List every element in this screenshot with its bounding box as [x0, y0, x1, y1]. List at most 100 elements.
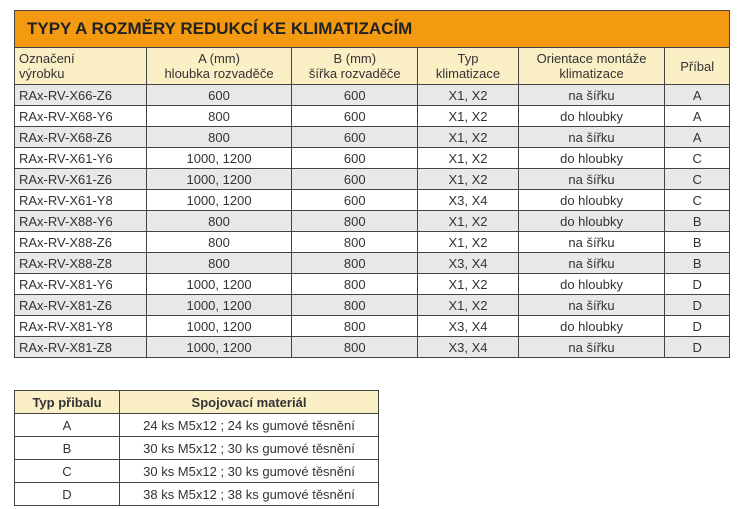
table-cell: na šířku — [517, 294, 666, 316]
column-header: Typ klimatizace — [417, 47, 519, 85]
table-cell: 800 — [145, 252, 293, 274]
table-cell: 600 — [291, 105, 419, 127]
table-row: RAx-RV-X88-Z6 800 800 X1, X2 na šířku B — [14, 231, 730, 253]
column-header-line: Označení — [19, 51, 75, 66]
table-cell: 1000, 1200 — [145, 315, 293, 337]
table-cell: 1000, 1200 — [145, 168, 293, 190]
table-cell: 38 ks M5x12 ; 38 ks gumové těsnění — [119, 482, 379, 506]
table-cell: 800 — [145, 231, 293, 253]
table-cell: 1000, 1200 — [145, 189, 293, 211]
table-cell: 800 — [145, 126, 293, 148]
column-header: Příbal — [664, 47, 730, 85]
table-row: D 38 ks M5x12 ; 38 ks gumové těsnění — [14, 482, 379, 506]
column-header-line: Typ — [457, 51, 479, 66]
table-cell: C — [664, 168, 730, 190]
table-cell: 1000, 1200 — [145, 336, 293, 358]
table-cell: do hloubky — [517, 147, 666, 169]
table-cell: 600 — [291, 84, 419, 106]
table-cell: B — [664, 252, 730, 274]
table-cell: D — [14, 482, 120, 506]
column-header-line: klimatizace — [435, 66, 501, 81]
table-cell: X1, X2 — [417, 84, 519, 106]
table-cell: C — [14, 459, 120, 483]
table-cell: X3, X4 — [417, 315, 519, 337]
column-header: Typ přibalu — [14, 390, 120, 414]
column-header: A (mm) hloubka rozvaděče — [145, 47, 293, 85]
table-cell: X3, X4 — [417, 189, 519, 211]
column-header: Označení výrobku — [14, 47, 147, 85]
table-cell: 800 — [291, 315, 419, 337]
table-cell: B — [664, 231, 730, 253]
table-cell: na šířku — [517, 168, 666, 190]
table-cell: C — [664, 189, 730, 211]
table-row: RAx-RV-X61-Y8 1000, 1200 600 X3, X4 do hloub… — [14, 189, 730, 211]
table-cell: do hloubky — [517, 315, 666, 337]
table-cell: 600 — [291, 168, 419, 190]
table-cell: RAx-RV-X88-Y6 — [14, 210, 147, 232]
table-title: TYPY A ROZMĚRY REDUKCÍ KE KLIMATIZACÍM — [14, 10, 730, 48]
table-cell: RAx-RV-X66-Z6 — [14, 84, 147, 106]
packaging-table: Typ přibalu Spojovací materiál A 24 ks M5x… — [14, 390, 379, 506]
table-cell: RAx-RV-X81-Z6 — [14, 294, 147, 316]
table-row: RAx-RV-X81-Y6 1000, 1200 800 X1, X2 do hloub… — [14, 273, 730, 295]
table-row: B 30 ks M5x12 ; 30 ks gumové těsnění — [14, 436, 379, 460]
table-row: C 30 ks M5x12 ; 30 ks gumové těsnění — [14, 459, 379, 483]
table-row: RAx-RV-X66-Z6 600 600 X1, X2 na šířku A — [14, 84, 730, 106]
table-cell: do hloubky — [517, 189, 666, 211]
table-cell: X3, X4 — [417, 336, 519, 358]
column-header-line: hloubka rozvaděče — [164, 66, 274, 81]
table-cell: X1, X2 — [417, 231, 519, 253]
table-cell: 24 ks M5x12 ; 24 ks gumové těsnění — [119, 413, 379, 437]
table-cell: D — [664, 315, 730, 337]
table-cell: D — [664, 294, 730, 316]
table-row: RAx-RV-X81-Z6 1000, 1200 800 X1, X2 na šířku… — [14, 294, 730, 316]
table-row: RAx-RV-X61-Y6 1000, 1200 600 X1, X2 do hloub… — [14, 147, 730, 169]
table-cell: X1, X2 — [417, 126, 519, 148]
column-header: B (mm) šířka rozvaděče — [291, 47, 419, 85]
table-cell: 1000, 1200 — [145, 147, 293, 169]
table-cell: 800 — [291, 294, 419, 316]
reduction-types-table: TYPY A ROZMĚRY REDUKCÍ KE KLIMATIZACÍM O… — [14, 10, 730, 358]
table-row: RAx-RV-X81-Y8 1000, 1200 800 X3, X4 do hloub… — [14, 315, 730, 337]
column-header-line: A (mm) — [198, 51, 240, 66]
table-cell: RAx-RV-X81-Y8 — [14, 315, 147, 337]
table-cell: 600 — [291, 126, 419, 148]
table-cell: RAx-RV-X68-Z6 — [14, 126, 147, 148]
table-row: RAx-RV-X88-Z8 800 800 X3, X4 na šířku B — [14, 252, 730, 274]
column-header: Orientace montáže klimatizace — [517, 47, 666, 85]
table-cell: RAx-RV-X81-Z8 — [14, 336, 147, 358]
table-row: A 24 ks M5x12 ; 24 ks gumové těsnění — [14, 413, 379, 437]
table-cell: 800 — [291, 252, 419, 274]
table-cell: RAx-RV-X88-Z6 — [14, 231, 147, 253]
table-cell: do hloubky — [517, 105, 666, 127]
table-cell: X3, X4 — [417, 252, 519, 274]
column-header-line: B (mm) — [333, 51, 377, 66]
column-header-line: Příbal — [680, 58, 715, 74]
table-cell: X1, X2 — [417, 273, 519, 295]
table-cell: do hloubky — [517, 210, 666, 232]
table-cell: RAx-RV-X68-Y6 — [14, 105, 147, 127]
table-cell: 800 — [145, 210, 293, 232]
table-cell: A — [664, 84, 730, 106]
table-cell: na šířku — [517, 231, 666, 253]
column-header-line: Orientace montáže — [536, 51, 647, 66]
table-cell: 800 — [145, 105, 293, 127]
table-cell: X1, X2 — [417, 210, 519, 232]
table-cell: A — [664, 126, 730, 148]
table-cell: 30 ks M5x12 ; 30 ks gumové těsnění — [119, 459, 379, 483]
column-header-line: výrobku — [19, 66, 65, 81]
table-cell: B — [14, 436, 120, 460]
column-header-line: klimatizace — [559, 66, 624, 81]
table-cell: D — [664, 336, 730, 358]
table-cell: na šířku — [517, 126, 666, 148]
table-cell: 600 — [291, 189, 419, 211]
table-row: RAx-RV-X61-Z6 1000, 1200 600 X1, X2 na šířku… — [14, 168, 730, 190]
column-header-line: šířka rozvaděče — [308, 66, 401, 81]
table-cell: 600 — [145, 84, 293, 106]
table-cell: A — [664, 105, 730, 127]
table-cell: X1, X2 — [417, 147, 519, 169]
table-cell: RAx-RV-X61-Y6 — [14, 147, 147, 169]
table-cell: 1000, 1200 — [145, 273, 293, 295]
table-row: RAx-RV-X88-Y6 800 800 X1, X2 do hloubky B — [14, 210, 730, 232]
table-cell: 30 ks M5x12 ; 30 ks gumové těsnění — [119, 436, 379, 460]
